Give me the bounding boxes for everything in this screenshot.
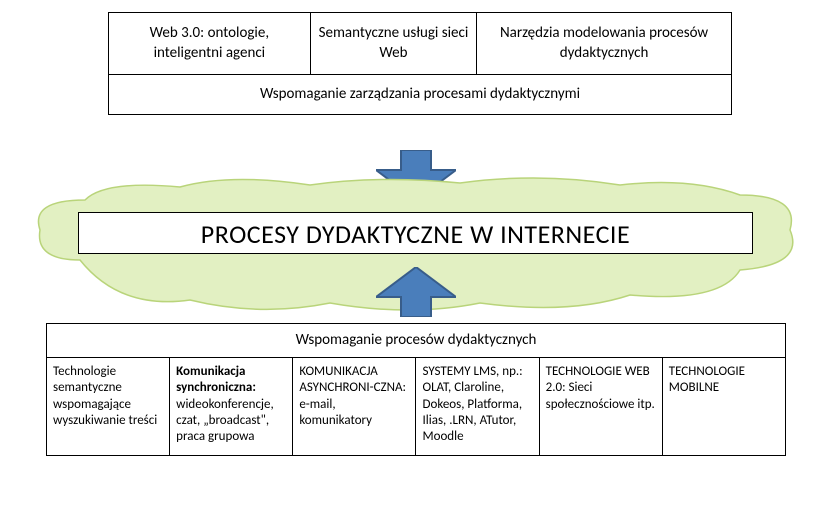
bottom-cell-sync-text: wideokonferencje, czat, „broadcast", pra… xyxy=(176,397,274,445)
bottom-cell-sync: Komunikacja synchroniczna: wideokonferen… xyxy=(170,358,293,456)
center-title-box: PROCESY DYDAKTYCZNE W INTERNECIE xyxy=(78,212,753,254)
top-cell-web3: Web 3.0: ontologie, inteligentni agenci xyxy=(109,13,311,75)
arrow-up-icon xyxy=(376,267,456,317)
bottom-cell-mobile: TECHNOLOGIE MOBILNE xyxy=(662,358,785,456)
top-cell-semantic: Semantyczne usługi sieci Web xyxy=(310,13,476,75)
bottom-header-cell: Wspomaganie procesów dydaktycznych xyxy=(47,324,786,358)
top-cell-modeling: Narzędzia modelowania procesów dydaktycz… xyxy=(477,13,732,75)
bottom-cell-web2: TECHNOLOGIE WEB 2.0: Sieci społecznościo… xyxy=(539,358,662,456)
bottom-cell-sync-label: Komunikacja synchroniczna: xyxy=(176,364,256,395)
bottom-cell-semantic: Technologie semantyczne wspomagające wys… xyxy=(47,358,170,456)
bottom-cell-lms: SYSTEMY LMS, np.: OLAT, Claroline, Dokeo… xyxy=(416,358,539,456)
top-table: Web 3.0: ontologie, inteligentni agenci … xyxy=(108,12,732,115)
bottom-table: Wspomaganie procesów dydaktycznych Techn… xyxy=(46,323,786,456)
bottom-cell-async: KOMUNIKACJA ASYNCHRONI-CZNA: e-mail, kom… xyxy=(293,358,416,456)
top-cell-management: Wspomaganie zarządzania procesami dydakt… xyxy=(109,75,732,115)
center-title: PROCESY DYDAKTYCZNE W INTERNECIE xyxy=(201,218,630,250)
